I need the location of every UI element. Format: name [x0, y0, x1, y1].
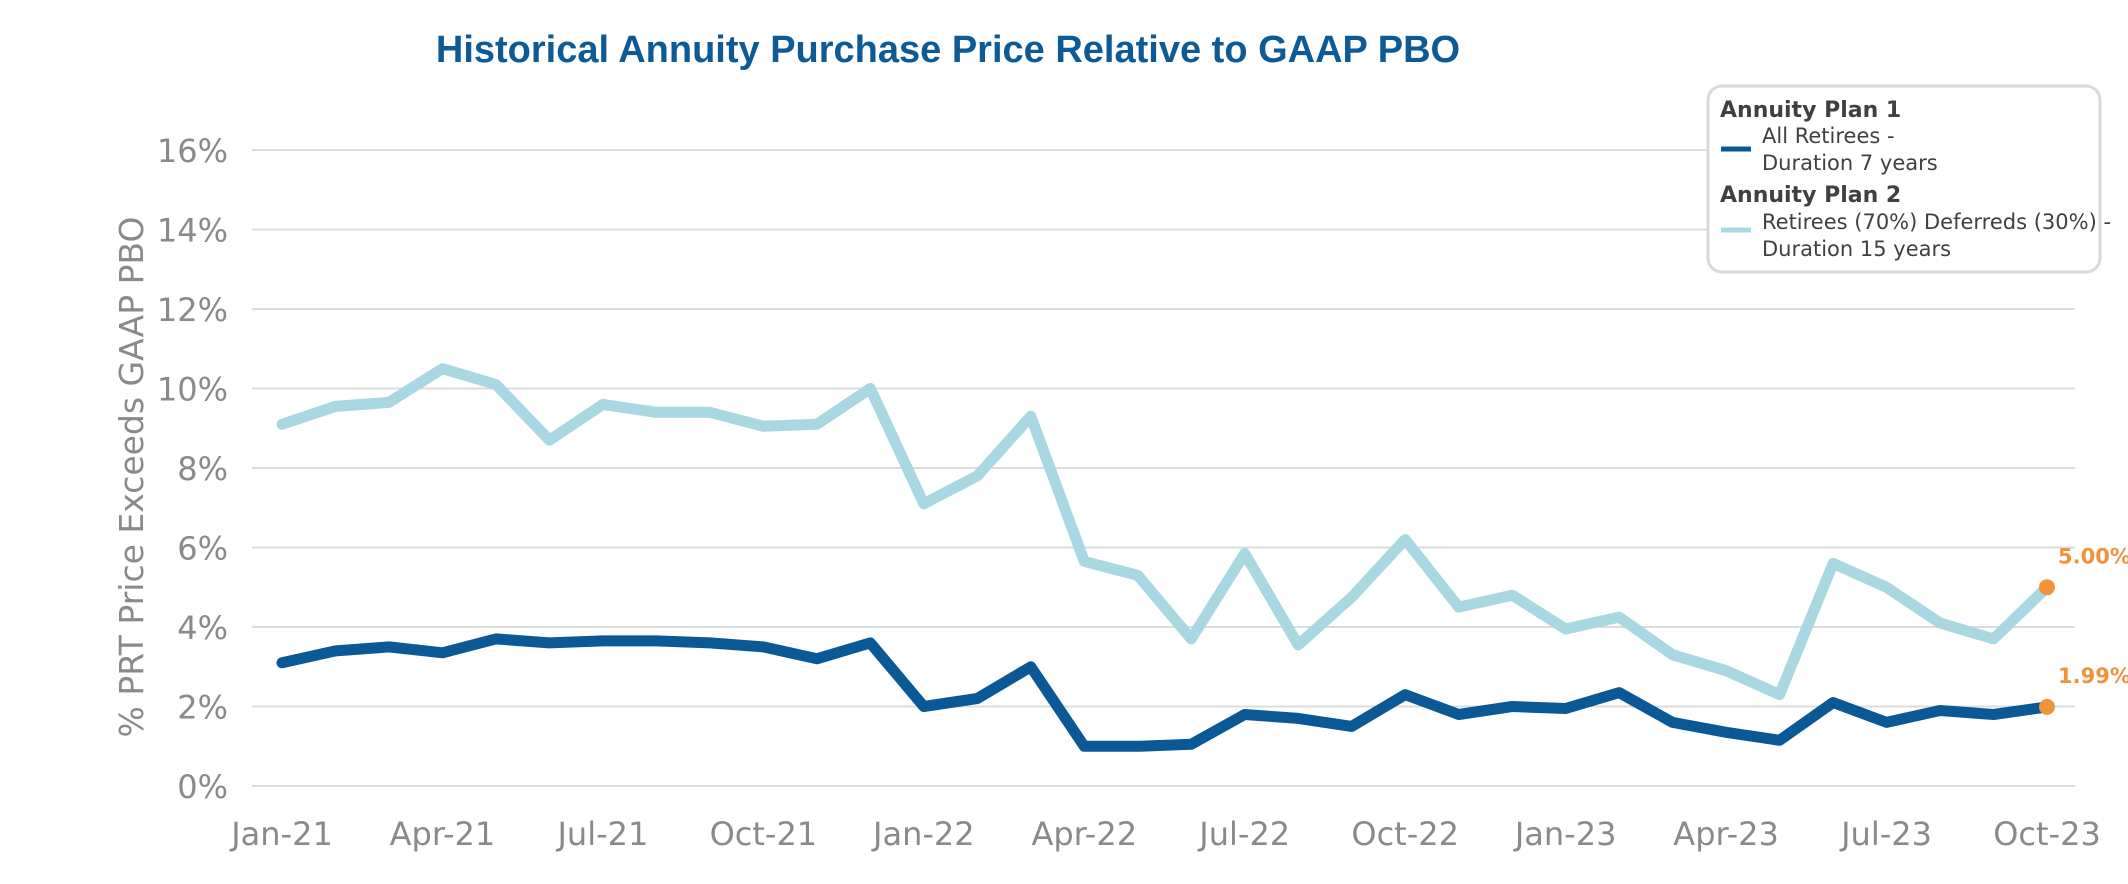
y-tick-label-6: 6% [177, 530, 228, 568]
y-tick-label-14: 14% [157, 212, 228, 250]
y-tick-label-16: 16% [157, 132, 228, 170]
y-axis-ticks: 0% 2% 4% 6% 8% 10% 12% 14% 16% [157, 132, 228, 806]
chart-title: Historical Annuity Purchase Price Relati… [436, 29, 1460, 71]
legend-group-title-plan-1: Annuity Plan 1 [1720, 98, 1901, 123]
gridlines [252, 149, 2075, 787]
x-tick-label-apr-21: Apr-21 [390, 815, 496, 853]
y-tick-label-8: 8% [177, 450, 228, 488]
legend-label-plan-2-line-1: Retirees (70%) Deferreds (30%) - [1762, 210, 2111, 234]
y-tick-label-4: 4% [177, 609, 228, 647]
y-tick-label-12: 12% [157, 291, 228, 329]
end-label-plan-2: 5.00% [2058, 544, 2128, 568]
y-tick-label-2: 2% [177, 689, 228, 727]
end-label-plan-1: 1.99% [2058, 664, 2128, 688]
end-marker-plan-1 [2039, 698, 2055, 715]
x-tick-label-oct-22: Oct-22 [1351, 815, 1459, 853]
x-tick-label-jan-23: Jan-23 [1513, 815, 1617, 853]
end-annotations: 5.00% 1.99% [2039, 544, 2128, 715]
legend-group-title-plan-2: Annuity Plan 2 [1720, 183, 1901, 208]
legend-label-plan-2-line-2: Duration 15 years [1762, 237, 1951, 261]
y-tick-label-0: 0% [177, 768, 228, 806]
legend-box [1706, 84, 2102, 274]
x-tick-label-oct-21: Oct-21 [710, 815, 818, 853]
legend-label-plan-1-line-1: All Retirees - [1762, 124, 1895, 148]
x-tick-label-apr-23: Apr-23 [1673, 815, 1779, 853]
x-tick-label-jul-21: Jul-21 [555, 815, 648, 853]
end-marker-plan-2 [2039, 579, 2055, 596]
x-tick-label-jan-22: Jan-22 [871, 815, 975, 853]
x-tick-label-jul-22: Jul-22 [1197, 815, 1290, 853]
x-axis-ticks: Jan-21 Apr-21 Jul-21 Oct-21 Jan-22 Apr-22 Jul-… [229, 815, 2101, 853]
y-tick-label-10: 10% [157, 371, 228, 409]
legend: Annuity Plan 1 All Retirees - Duration 7… [1706, 84, 2111, 274]
y-axis-title: % PRT Price Exceeds GAAP PBO [112, 216, 151, 737]
series-line-plan-2 [276, 363, 2053, 701]
x-tick-label-jan-21: Jan-21 [229, 815, 333, 853]
series-line-plan-1 [276, 633, 2053, 752]
series-lines [276, 363, 2053, 752]
x-tick-label-oct-23: Oct-23 [1993, 815, 2101, 853]
x-tick-label-apr-22: Apr-22 [1031, 815, 1137, 853]
x-tick-label-jul-23: Jul-23 [1839, 815, 1932, 853]
legend-label-plan-1-line-2: Duration 7 years [1762, 151, 1938, 175]
